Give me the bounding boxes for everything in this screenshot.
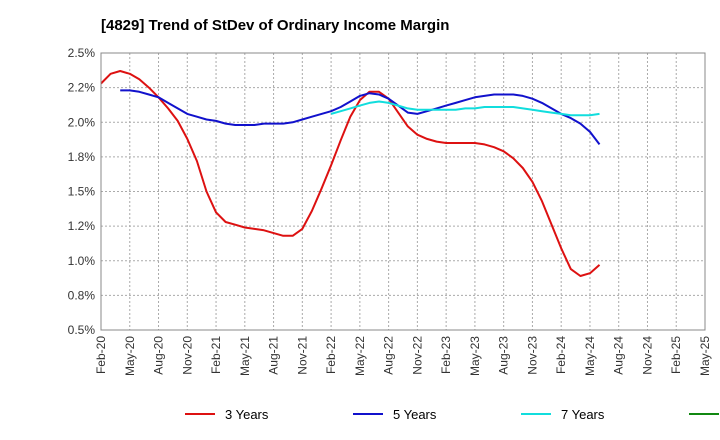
y-tick-label: 1.5% xyxy=(68,185,96,199)
x-tick-label: Feb-21 xyxy=(209,336,223,374)
x-tick-label: Feb-20 xyxy=(94,336,108,374)
y-axis-ticks: 0.5% 0.8% 1.0% 1.2% 1.5% 1.8% 2.0% 2.2% 2.5% xyxy=(68,46,96,337)
x-tick-label: May-20 xyxy=(123,336,137,376)
x-tick-label: May-22 xyxy=(353,336,367,376)
x-tick-label: Aug-21 xyxy=(267,336,281,375)
x-tick-label: Feb-24 xyxy=(554,336,568,374)
x-tick-label: Aug-23 xyxy=(497,336,511,375)
y-tick-label: 1.0% xyxy=(68,254,96,268)
grid xyxy=(101,52,705,331)
x-tick-label: Nov-20 xyxy=(180,336,194,375)
x-tick-label: Nov-22 xyxy=(410,336,424,375)
legend-label-5-years: 5 Years xyxy=(393,407,437,422)
x-tick-label: Nov-24 xyxy=(640,336,654,375)
x-tick-label: Nov-21 xyxy=(295,336,309,375)
x-tick-label: Aug-24 xyxy=(612,336,626,375)
x-tick-label: Feb-25 xyxy=(669,336,683,374)
x-tick-label: Aug-22 xyxy=(382,336,396,375)
x-axis-ticks: Feb-20 May-20 Aug-20 Nov-20 Feb-21 May-21 Aug-… xyxy=(94,336,712,376)
x-tick-label: Aug-20 xyxy=(152,336,166,375)
x-tick-label: May-24 xyxy=(583,336,597,376)
series-line-7-years xyxy=(330,100,600,117)
y-tick-label: 2.5% xyxy=(68,46,96,60)
x-tick-label: Nov-23 xyxy=(525,336,539,375)
legend-label-7-years: 7 Years xyxy=(561,407,605,422)
series-line-3-years xyxy=(100,70,601,277)
x-tick-label: Feb-22 xyxy=(324,336,338,374)
legend-label-3-years: 3 Years xyxy=(225,407,269,422)
y-tick-label: 2.0% xyxy=(68,115,96,129)
x-tick-label: May-25 xyxy=(698,336,712,376)
series-lines xyxy=(100,70,601,277)
x-tick-label: May-21 xyxy=(238,336,252,376)
plot-frame xyxy=(100,52,706,331)
y-tick-label: 0.5% xyxy=(68,323,96,337)
x-tick-label: Feb-23 xyxy=(439,336,453,374)
chart-title: [4829] Trend of StDev of Ordinary Income… xyxy=(101,17,449,34)
y-tick-label: 0.8% xyxy=(68,288,96,302)
x-tick-label: May-23 xyxy=(468,336,482,376)
y-tick-label: 2.2% xyxy=(68,81,96,95)
series-line-5-years xyxy=(120,89,601,146)
y-tick-label: 1.2% xyxy=(68,219,96,233)
y-tick-label: 1.8% xyxy=(68,150,96,164)
